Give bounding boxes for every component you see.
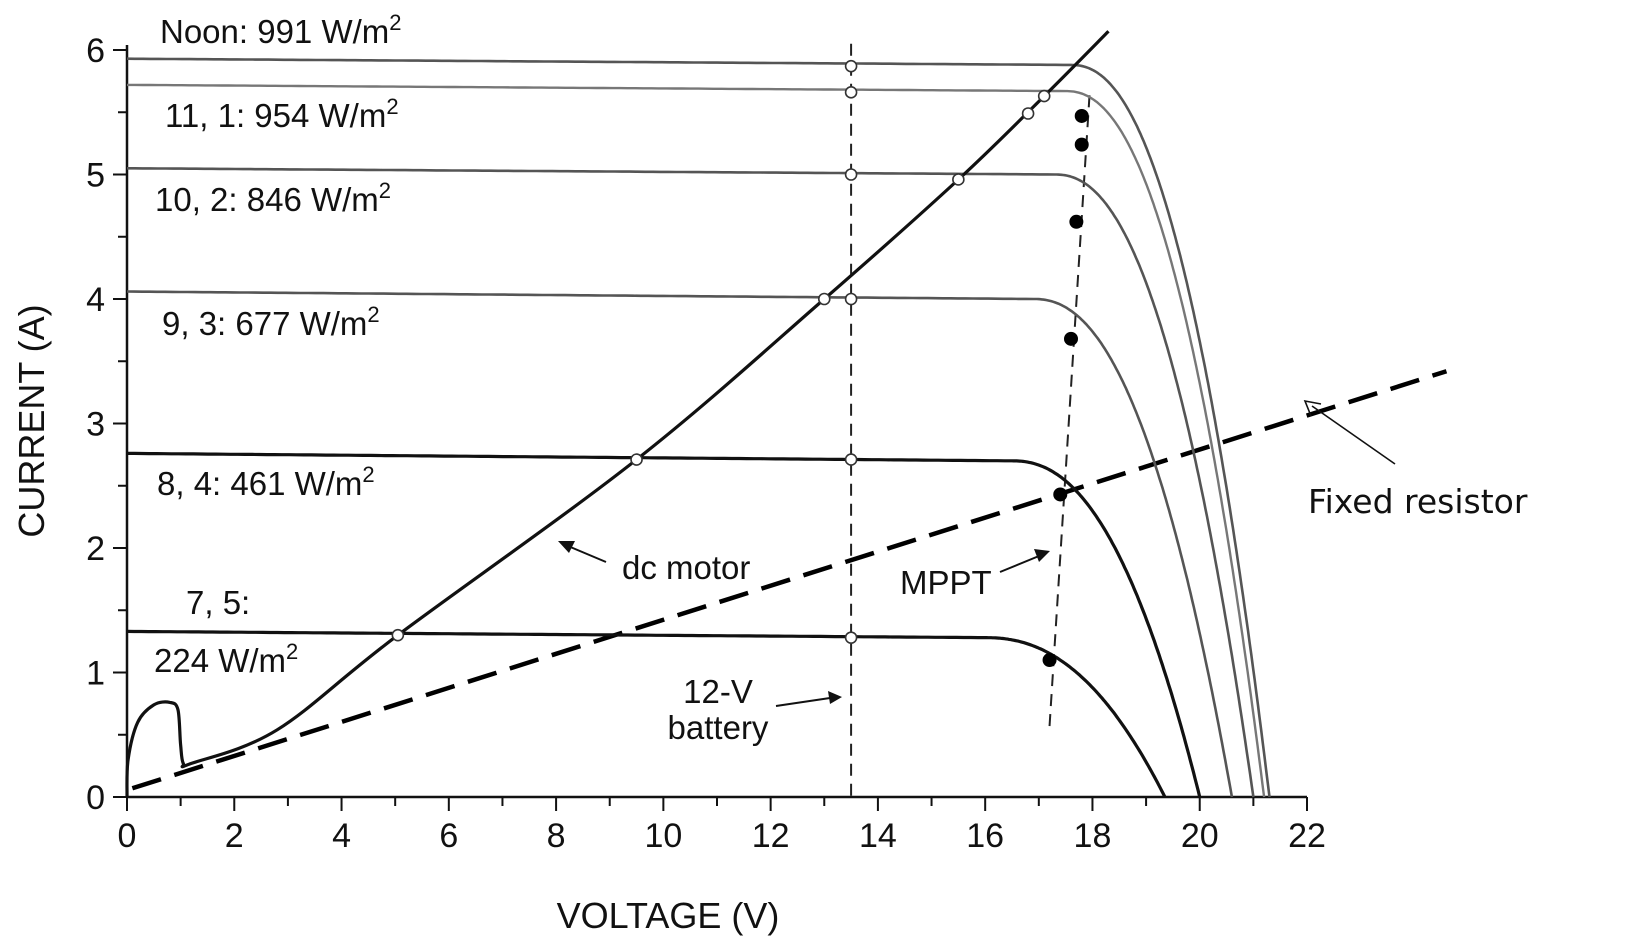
battery-point-5: [844, 631, 858, 644]
fixed-resistor-arrowhead: [1303, 399, 1322, 417]
iv-curve-3: [126, 290, 1234, 798]
curve-label-7-5-text: 224 W/m: [154, 642, 286, 679]
x-tick-label: 0: [118, 817, 137, 855]
x-tick-label: 8: [547, 817, 566, 855]
curve-label-10-2-sup: 2: [379, 178, 391, 203]
curve-label-10-2: 10, 2: 846 W/m2: [155, 178, 391, 218]
battery-point-3: [844, 292, 858, 306]
curve-label-11-1: 11, 1: 954 W/m2: [165, 94, 399, 134]
motor-point-5: [391, 628, 405, 642]
curve-label-8-4-sup: 2: [362, 462, 374, 487]
mpp-point-3: [1064, 331, 1078, 346]
fixed-resistor-label: Fixed resistor: [1308, 482, 1528, 521]
curve-label-noon-sup: 2: [389, 10, 401, 35]
x-tick-label: 6: [439, 817, 458, 855]
y-tick-label: 6: [86, 32, 105, 70]
dc-motor-arrow-shaft: [567, 545, 607, 563]
motor-point-3: [817, 292, 831, 306]
x-tick-label: 20: [1181, 817, 1219, 855]
mpp-point-2: [1069, 214, 1084, 229]
battery-label-line1: 12-V: [683, 673, 753, 710]
mppt-arrow-shaft: [999, 555, 1040, 573]
iv-curve-2: [127, 167, 1255, 798]
x-tick-label: 10: [644, 817, 682, 855]
curve-label-7-5-line2: 224 W/m2: [154, 639, 298, 679]
x-tick-label: 4: [332, 817, 351, 855]
x-tick-label: 14: [859, 817, 897, 855]
mppt-label: MPPT: [900, 564, 992, 601]
mppt-line: [1048, 91, 1091, 727]
curve-label-10-2-text: 10, 2: 846 W/m: [155, 181, 379, 218]
iv-curve-1: [127, 83, 1266, 798]
y-tick-label: 5: [86, 157, 105, 195]
x-tick-label: 18: [1074, 817, 1112, 855]
mpp-point-0: [1074, 108, 1089, 123]
curve-labels: Noon: 991 W/m2 11, 1: 954 W/m2 10, 2: 84…: [154, 10, 402, 679]
x-tick-label: 12: [752, 817, 790, 855]
motor-point-2: [952, 173, 965, 186]
iv-curve-0: [126, 57, 1271, 798]
motor-point-1: [1021, 107, 1035, 120]
mpp-point-5: [1042, 653, 1057, 668]
y-axis-title: CURRENT (A): [11, 304, 52, 537]
battery-point-4: [844, 453, 858, 466]
x-tick-label: 2: [225, 817, 244, 855]
x-tick-label: 22: [1288, 817, 1326, 855]
y-tick-label: 4: [86, 281, 105, 319]
mppt-arrowhead: [1034, 549, 1050, 562]
curve-label-11-1-sup: 2: [386, 94, 398, 119]
annotations: dc motor MPPT 12-V battery Fixed resisto…: [558, 399, 1528, 746]
x-tick-label: 16: [966, 817, 1004, 855]
fixed-resistor-line: [131, 369, 1448, 791]
mpp-point-1: [1074, 137, 1089, 152]
curve-label-noon-text: Noon: 991 W/m: [160, 13, 389, 50]
curve-label-9-3: 9, 3: 677 W/m2: [162, 302, 380, 342]
motor-point-4: [630, 453, 643, 466]
dc-motor-label: dc motor: [622, 549, 750, 586]
motor-point-0: [1037, 89, 1051, 103]
curve-label-7-5-sup: 2: [286, 639, 298, 664]
iv-curves: [126, 57, 1271, 798]
curve-label-9-3-text: 9, 3: 677 W/m: [162, 305, 367, 342]
y-tick-label: 2: [86, 530, 105, 568]
battery-arrowhead: [828, 691, 842, 704]
iv-curve-4: [127, 451, 1202, 798]
curve-label-7-5-line1: 7, 5:: [186, 584, 250, 621]
curve-label-8-4: 8, 4: 461 W/m2: [157, 462, 375, 502]
x-axis-title: VOLTAGE (V): [557, 895, 780, 936]
battery-arrow-shaft: [775, 697, 831, 707]
fixed-resistor-arrow-shaft: [1311, 405, 1396, 465]
battery-point-1: [844, 86, 858, 99]
battery-label-line2: battery: [668, 709, 769, 746]
curve-label-noon: Noon: 991 W/m2: [160, 10, 402, 50]
y-tick-label: 3: [86, 406, 105, 444]
operating-points: [391, 59, 1089, 668]
dc-motor-arrowhead: [558, 541, 575, 553]
y-ticks: 0 1 2 3 4 5 6: [86, 32, 127, 817]
y-tick-label: 0: [86, 779, 105, 817]
curve-label-8-4-text: 8, 4: 461 W/m: [157, 465, 362, 502]
curve-label-11-1-text: 11, 1: 954 W/m: [165, 97, 386, 134]
curve-label-9-3-sup: 2: [367, 302, 379, 327]
y-tick-label: 1: [86, 655, 105, 693]
x-ticks: 0 2 4 6 8 10 12 14 16 18 20 22: [118, 797, 1326, 855]
battery-point-0: [844, 59, 858, 73]
mpp-point-4: [1053, 487, 1068, 502]
iv-curve-5: [126, 629, 1167, 798]
battery-point-2: [844, 168, 858, 181]
dc-motor-curve: [125, 30, 1110, 798]
